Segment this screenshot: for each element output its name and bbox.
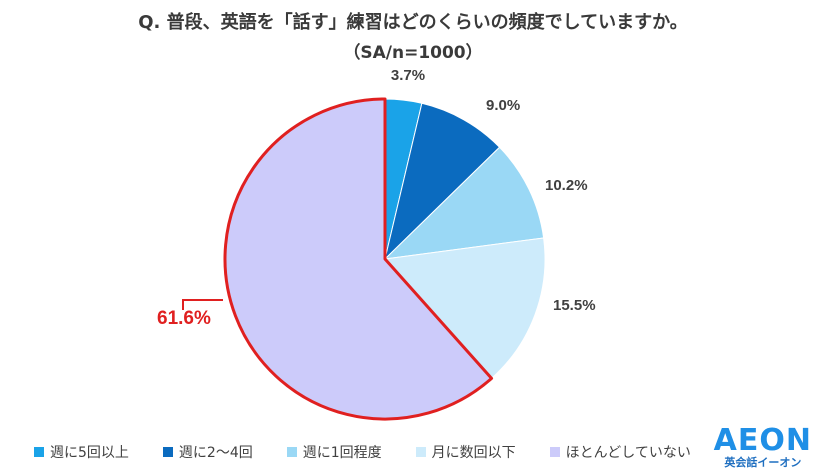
legend-label: 週に5回以上 [50,445,129,461]
legend-item: ほとんどしていない [549,442,691,462]
pie-slice [384,237,546,379]
pie-slice [223,97,494,421]
chart-title: Q. 普段、英語を「話す」練習はどのくらいの頻度でしていますか。 [138,12,688,33]
legend-swatch [415,447,426,457]
pie-slice [384,146,545,260]
legend-item: 週に2〜4回 [162,442,253,462]
legend-label: 週に1回程度 [302,445,382,461]
legend-item: 週に5回以上 [34,442,129,462]
aeon-logo: AEON 英会話イーオン [714,426,812,470]
logo-subtitle: 英会話イーオン [724,456,802,469]
data-label: 61.6% [157,308,211,329]
legend-swatch [286,447,297,457]
data-label: 15.5% [553,297,596,314]
logo-wordmark: AEON [713,423,812,458]
pie-slice [384,102,501,260]
legend-item: 月に数回以下 [415,442,516,462]
legend-label: 月に数回以下 [431,445,516,461]
legend-swatch [549,447,560,457]
chart-subtitle: （SA/n=1000） [343,43,483,63]
legend-label: ほとんどしていない [565,445,691,461]
legend-swatch [162,447,173,457]
data-label: 3.7% [391,67,425,84]
data-label: 10.2% [545,177,588,194]
legend-item: 週に1回程度 [286,442,382,462]
pie-chart: 3.7% 9.0% 10.2% 15.5% 61.6% [157,67,596,421]
legend: 週に5回以上 週に2〜4回 週に1回程度 月に数回以下 ほとんどしていない [34,442,725,462]
legend-swatch [34,447,44,457]
leader-line [182,299,223,310]
data-label: 9.0% [486,97,520,114]
legend-label: 週に2〜4回 [178,445,253,461]
